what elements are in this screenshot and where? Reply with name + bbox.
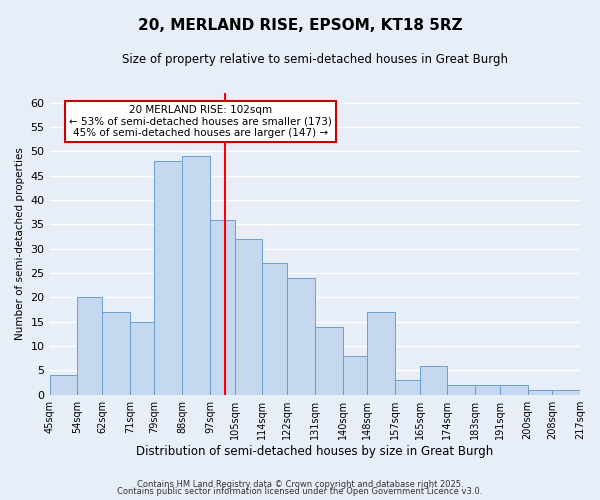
Bar: [552, 390, 580, 394]
Text: Contains public sector information licensed under the Open Government Licence v3: Contains public sector information licen…: [118, 488, 482, 496]
Bar: [315, 326, 343, 394]
Bar: [50, 375, 77, 394]
Bar: [262, 264, 287, 394]
Bar: [182, 156, 210, 394]
Bar: [527, 390, 552, 394]
Text: 20 MERLAND RISE: 102sqm
← 53% of semi-detached houses are smaller (173)
45% of s: 20 MERLAND RISE: 102sqm ← 53% of semi-de…: [69, 105, 332, 138]
Y-axis label: Number of semi-detached properties: Number of semi-detached properties: [15, 148, 25, 340]
Bar: [419, 366, 448, 394]
Bar: [77, 298, 102, 394]
Bar: [500, 385, 527, 394]
X-axis label: Distribution of semi-detached houses by size in Great Burgh: Distribution of semi-detached houses by …: [136, 444, 493, 458]
Bar: [154, 161, 182, 394]
Text: 20, MERLAND RISE, EPSOM, KT18 5RZ: 20, MERLAND RISE, EPSOM, KT18 5RZ: [137, 18, 463, 32]
Bar: [287, 278, 315, 394]
Bar: [130, 322, 154, 394]
Bar: [395, 380, 419, 394]
Title: Size of property relative to semi-detached houses in Great Burgh: Size of property relative to semi-detach…: [122, 52, 508, 66]
Bar: [102, 312, 130, 394]
Bar: [448, 385, 475, 394]
Bar: [367, 312, 395, 394]
Bar: [235, 239, 262, 394]
Bar: [343, 356, 367, 395]
Text: Contains HM Land Registry data © Crown copyright and database right 2025.: Contains HM Land Registry data © Crown c…: [137, 480, 463, 489]
Bar: [210, 220, 235, 394]
Bar: [475, 385, 500, 394]
